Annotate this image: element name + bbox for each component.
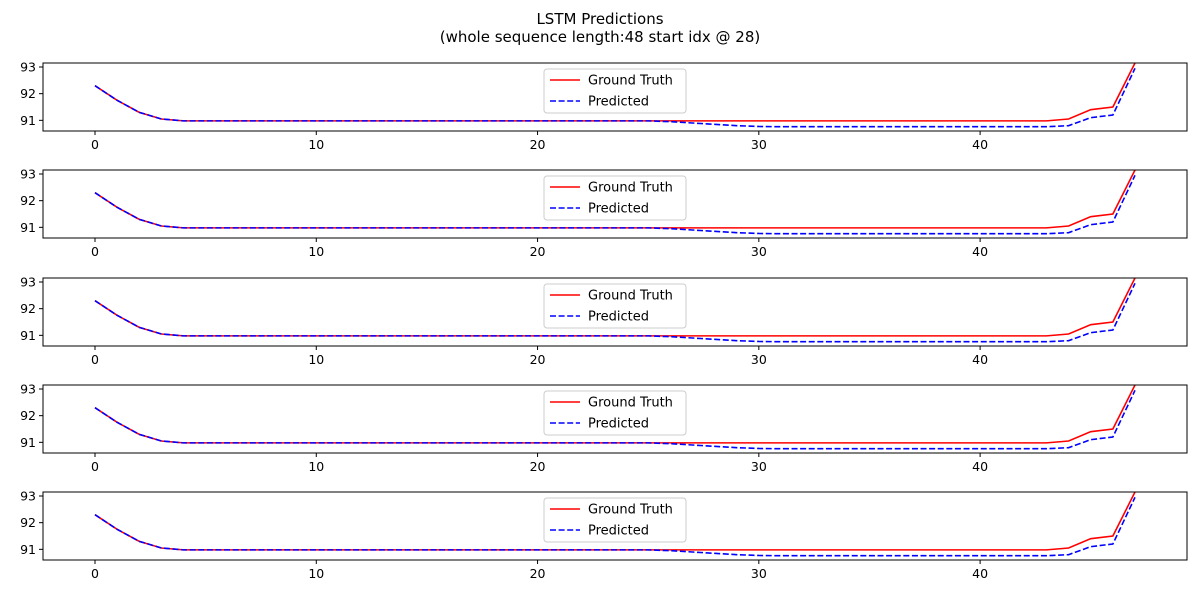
x-tick-label: 10 <box>308 137 324 152</box>
legend-label: Ground Truth <box>588 396 673 411</box>
y-tick-label: 92 <box>20 301 36 316</box>
x-tick-label: 40 <box>972 566 988 581</box>
figure-title-line2: (whole sequence length:48 start idx @ 28… <box>440 28 761 46</box>
x-tick-label: 0 <box>91 137 99 152</box>
y-tick-label: 91 <box>20 113 36 128</box>
subplot-4: 0 10 20 30 40 91 92 93 Ground Truth Predicted <box>20 382 1188 474</box>
legend-label: Predicted <box>588 202 649 217</box>
x-tick-label: 20 <box>530 566 546 581</box>
legend: Ground Truth Predicted <box>543 497 687 543</box>
figure-title-line1: LSTM Predictions <box>536 10 663 28</box>
legend-label: Ground Truth <box>588 181 673 196</box>
x-tick-label: 10 <box>308 244 324 259</box>
legend-label: Predicted <box>588 417 649 432</box>
series-line-predicted <box>94 174 1136 235</box>
x-tick-label: 30 <box>751 244 767 259</box>
x-tick-label: 20 <box>530 459 546 474</box>
x-tick-label: 10 <box>308 352 324 367</box>
y-tick-label: 93 <box>20 275 36 290</box>
series-line-predicted <box>94 496 1136 557</box>
axes-frame <box>42 62 1188 132</box>
x-tick-label: 0 <box>91 244 99 259</box>
legend: Ground Truth Predicted <box>543 68 687 114</box>
series-line-predicted <box>94 67 1136 128</box>
legend-label: Ground Truth <box>588 74 673 89</box>
y-tick-label: 93 <box>20 382 36 397</box>
series-line-predicted <box>94 389 1136 450</box>
legend-label: Predicted <box>588 310 649 325</box>
x-tick-label: 30 <box>751 352 767 367</box>
x-tick-label: 0 <box>91 459 99 474</box>
subplot-2: 0 10 20 30 40 91 92 93 Ground Truth Predicted <box>20 167 1188 259</box>
y-tick-label: 92 <box>20 408 36 423</box>
axes-frame <box>42 169 1188 239</box>
subplot-1: 0 10 20 30 40 91 92 93 Ground Truth Predicted <box>20 60 1188 152</box>
x-tick-label: 10 <box>308 566 324 581</box>
legend-label: Predicted <box>588 95 649 110</box>
y-tick-label: 91 <box>20 220 36 235</box>
x-tick-label: 20 <box>530 137 546 152</box>
x-tick-label: 40 <box>972 244 988 259</box>
y-tick-label: 91 <box>20 435 36 450</box>
x-tick-label: 40 <box>972 137 988 152</box>
subplot-3: 0 10 20 30 40 91 92 93 Ground Truth Predicted <box>20 275 1188 367</box>
subplot-5: 0 10 20 30 40 91 92 93 Ground Truth Predicted <box>20 489 1188 581</box>
legend: Ground Truth Predicted <box>543 175 687 221</box>
x-tick-label: 20 <box>530 244 546 259</box>
x-tick-label: 0 <box>91 566 99 581</box>
y-tick-label: 92 <box>20 515 36 530</box>
x-tick-label: 30 <box>751 137 767 152</box>
y-tick-label: 92 <box>20 86 36 101</box>
x-tick-label: 40 <box>972 459 988 474</box>
x-tick-label: 30 <box>751 566 767 581</box>
x-tick-label: 10 <box>308 459 324 474</box>
x-tick-label: 0 <box>91 352 99 367</box>
y-tick-label: 91 <box>20 542 36 557</box>
x-tick-label: 30 <box>751 459 767 474</box>
axes-frame <box>42 384 1188 454</box>
x-tick-label: 40 <box>972 352 988 367</box>
y-tick-label: 93 <box>20 167 36 182</box>
x-tick-label: 20 <box>530 352 546 367</box>
legend: Ground Truth Predicted <box>543 390 687 436</box>
subplots: 0 10 20 30 40 91 92 93 Ground Truth Predicted 0 10 2… <box>20 60 1188 581</box>
axes-frame <box>42 277 1188 347</box>
y-tick-label: 93 <box>20 60 36 75</box>
legend-label: Ground Truth <box>588 289 673 304</box>
y-tick-label: 93 <box>20 489 36 504</box>
series-line-predicted <box>94 282 1136 343</box>
legend: Ground Truth Predicted <box>543 283 687 329</box>
y-tick-label: 92 <box>20 193 36 208</box>
axes-frame <box>42 491 1188 561</box>
y-tick-label: 91 <box>20 328 36 343</box>
legend-label: Predicted <box>588 524 649 539</box>
legend-label: Ground Truth <box>588 503 673 518</box>
